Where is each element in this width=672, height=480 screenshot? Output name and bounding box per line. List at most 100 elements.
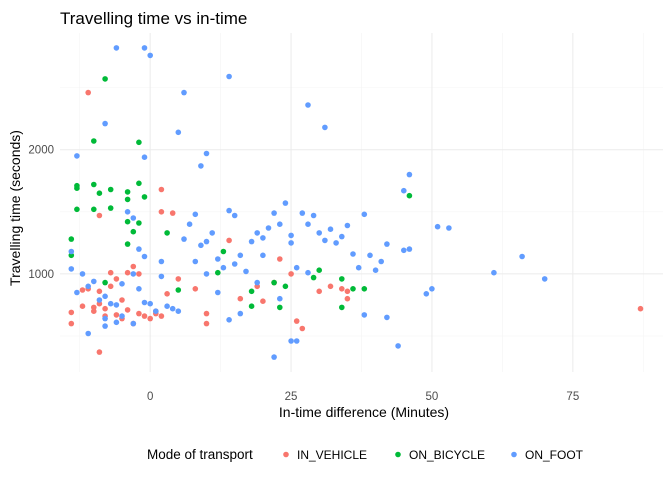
data-point-on-foot bbox=[220, 264, 227, 271]
data-point-on-foot bbox=[141, 299, 148, 306]
chart-title: Travelling time vs in-time bbox=[60, 9, 247, 28]
data-point-on-foot bbox=[395, 343, 401, 349]
data-point-on-foot bbox=[192, 211, 199, 218]
data-point-in-vehicle bbox=[113, 276, 120, 282]
data-point-in-vehicle bbox=[344, 288, 351, 295]
data-point-on-foot bbox=[401, 187, 407, 194]
data-point-in-vehicle bbox=[102, 305, 108, 312]
data-point-on-foot bbox=[102, 315, 108, 322]
data-point-on-bicycle bbox=[124, 241, 131, 247]
data-point-on-foot bbox=[181, 89, 187, 96]
legend-label-in-vehicle: IN_VEHICLE bbox=[297, 448, 367, 462]
data-point-on-bicycle bbox=[130, 228, 137, 235]
data-point-on-foot bbox=[203, 150, 210, 157]
data-point-in-vehicle bbox=[158, 186, 165, 193]
data-point-on-foot bbox=[305, 221, 311, 227]
data-point-on-foot bbox=[158, 258, 165, 265]
data-point-on-bicycle bbox=[220, 248, 227, 255]
data-point-on-foot bbox=[226, 73, 232, 80]
data-point-on-foot bbox=[113, 45, 120, 51]
data-point-in-vehicle bbox=[124, 307, 131, 313]
data-point-on-foot bbox=[271, 354, 277, 360]
data-point-in-vehicle bbox=[339, 286, 345, 292]
data-point-on-foot bbox=[130, 215, 137, 221]
data-point-on-foot bbox=[355, 264, 362, 271]
data-point-on-foot bbox=[85, 330, 91, 337]
data-point-on-foot bbox=[429, 286, 435, 292]
data-point-in-vehicle bbox=[158, 313, 165, 319]
legend: Mode of transport IN_VEHICLE ON_BICYCLE ON… bbox=[147, 447, 584, 462]
data-point-on-foot bbox=[316, 230, 323, 236]
y-tick-label: 1000 bbox=[28, 269, 54, 281]
data-point-on-foot bbox=[226, 317, 232, 323]
data-points bbox=[68, 45, 644, 360]
data-point-on-foot bbox=[288, 240, 294, 246]
data-point-on-foot bbox=[192, 258, 199, 265]
data-point-on-foot bbox=[130, 320, 137, 327]
data-point-on-foot bbox=[434, 223, 441, 230]
data-point-in-vehicle bbox=[68, 320, 75, 327]
data-point-on-bicycle bbox=[282, 283, 289, 290]
data-point-on-foot bbox=[124, 209, 131, 215]
data-point-on-foot bbox=[248, 238, 255, 245]
data-point-in-vehicle bbox=[164, 291, 170, 297]
data-point-on-foot bbox=[288, 232, 294, 239]
data-point-in-vehicle bbox=[96, 349, 103, 355]
data-point-on-foot bbox=[91, 278, 97, 285]
data-point-on-foot bbox=[119, 313, 125, 319]
data-point-on-bicycle bbox=[96, 190, 103, 196]
data-point-on-foot bbox=[141, 154, 148, 160]
data-point-on-bicycle bbox=[74, 185, 80, 191]
data-point-in-vehicle bbox=[316, 288, 323, 295]
data-point-on-bicycle bbox=[102, 76, 108, 82]
data-point-on-foot bbox=[102, 293, 108, 300]
data-point-on-foot bbox=[519, 253, 525, 260]
data-point-on-foot bbox=[310, 212, 317, 219]
data-point-in-vehicle bbox=[175, 276, 182, 282]
data-point-on-foot bbox=[141, 45, 148, 51]
data-point-on-foot bbox=[119, 281, 125, 287]
data-point-on-bicycle bbox=[124, 196, 131, 203]
data-point-on-foot bbox=[136, 246, 142, 252]
data-point-in-vehicle bbox=[124, 269, 131, 276]
data-point-in-vehicle bbox=[68, 309, 75, 316]
data-point-on-bicycle bbox=[74, 206, 80, 213]
data-point-on-foot bbox=[231, 261, 238, 267]
data-point-on-foot bbox=[254, 230, 260, 236]
x-tick-label: 75 bbox=[566, 391, 579, 403]
data-point-on-foot bbox=[277, 295, 283, 302]
data-point-on-bicycle bbox=[141, 194, 148, 200]
data-point-on-foot bbox=[305, 269, 311, 276]
data-point-on-foot bbox=[231, 212, 238, 219]
data-point-on-foot bbox=[181, 236, 187, 242]
data-point-on-foot bbox=[277, 221, 283, 227]
data-point-on-foot bbox=[378, 258, 385, 265]
data-point-on-bicycle bbox=[271, 279, 277, 286]
data-point-on-foot bbox=[322, 237, 328, 244]
data-point-on-foot bbox=[282, 200, 289, 206]
data-point-on-foot bbox=[254, 279, 260, 286]
data-point-on-bicycle bbox=[339, 276, 345, 282]
major-gridlines bbox=[60, 33, 663, 372]
data-point-on-foot bbox=[79, 271, 86, 277]
data-point-on-bicycle bbox=[339, 304, 345, 311]
data-point-on-foot bbox=[203, 271, 210, 277]
data-point-in-vehicle bbox=[85, 89, 91, 96]
data-point-on-foot bbox=[198, 242, 204, 249]
data-point-on-foot bbox=[305, 102, 311, 108]
data-point-on-foot bbox=[153, 308, 159, 315]
data-point-in-vehicle bbox=[79, 287, 86, 293]
data-point-on-foot bbox=[491, 269, 497, 276]
data-point-on-foot bbox=[344, 222, 351, 229]
data-point-on-bicycle bbox=[248, 303, 255, 310]
data-point-on-bicycle bbox=[248, 288, 255, 295]
y-axis-title: Travelling time (seconds) bbox=[7, 130, 23, 286]
data-point-on-foot bbox=[367, 252, 373, 259]
data-point-in-vehicle bbox=[203, 310, 210, 317]
data-point-on-foot bbox=[130, 271, 137, 277]
data-point-on-foot bbox=[186, 221, 193, 227]
data-point-on-foot bbox=[169, 305, 176, 312]
data-point-on-foot bbox=[401, 247, 407, 254]
data-point-in-vehicle bbox=[237, 295, 244, 302]
